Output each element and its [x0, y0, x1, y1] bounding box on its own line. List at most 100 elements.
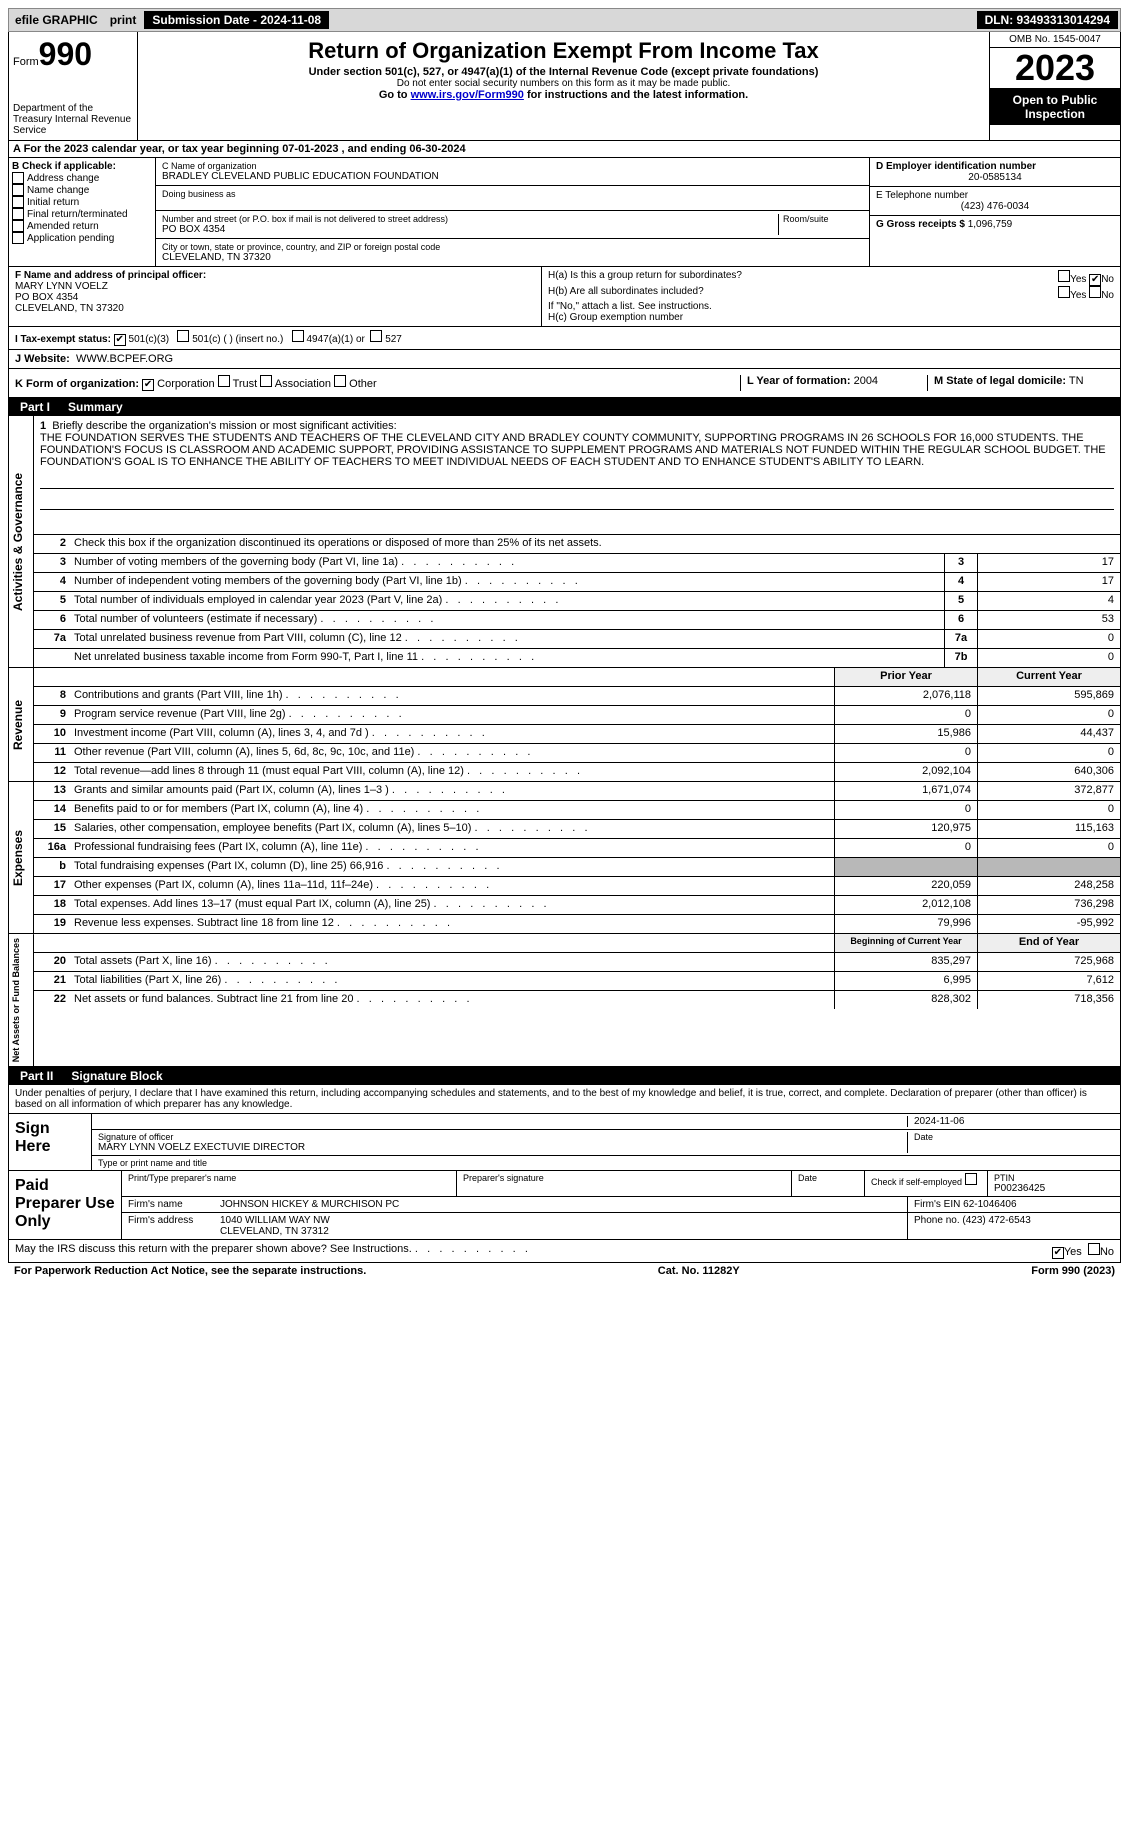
preparer-content: Print/Type preparer's name Preparer's si…	[122, 1171, 1120, 1239]
line-num: 10	[34, 725, 70, 743]
footer-left: For Paperwork Reduction Act Notice, see …	[14, 1265, 366, 1277]
line-num: 7a	[34, 630, 70, 648]
prior-value: 79,996	[834, 915, 977, 933]
current-value	[977, 858, 1120, 876]
section-degh: D Employer identification number 20-0585…	[870, 158, 1120, 266]
summary-row: 3 Number of voting members of the govern…	[34, 554, 1120, 573]
check-final-return[interactable]: Final return/terminated	[12, 208, 152, 220]
checkbox-icon	[965, 1173, 977, 1185]
yes-label: Yes	[1070, 290, 1086, 301]
part2-title: Signature Block	[71, 1069, 162, 1083]
check-application-pending[interactable]: Application pending	[12, 232, 152, 244]
line-label: Program service revenue (Part VIII, line…	[70, 706, 834, 724]
header-sub1: Under section 501(c), 527, or 4947(a)(1)…	[142, 66, 985, 78]
summary-row: 13 Grants and similar amounts paid (Part…	[34, 782, 1120, 801]
preparer-row: Paid Preparer Use Only Print/Type prepar…	[9, 1170, 1120, 1239]
checkbox-icon	[1058, 286, 1070, 298]
current-value: 0	[977, 801, 1120, 819]
activities-governance-section: Activities & Governance 1 Briefly descri…	[8, 416, 1121, 668]
firm-name-row: Firm's name JOHNSON HICKEY & MURCHISON P…	[122, 1197, 1120, 1213]
line-num: 13	[34, 782, 70, 800]
checkbox-icon	[12, 184, 24, 196]
summary-row: 22 Net assets or fund balances. Subtract…	[34, 991, 1120, 1009]
checkbox-icon	[12, 172, 24, 184]
section-b: B Check if applicable: Address change Na…	[9, 158, 156, 266]
opt-527: 527	[385, 334, 402, 345]
line-num: 14	[34, 801, 70, 819]
line-num: 4	[34, 573, 70, 591]
prior-value: 1,671,074	[834, 782, 977, 800]
checkbox-icon	[1088, 1243, 1100, 1255]
irs-link[interactable]: www.irs.gov/Form990	[411, 89, 524, 101]
ha-answer: Yes No	[1058, 270, 1114, 286]
check-initial-return[interactable]: Initial return	[12, 196, 152, 208]
phone-value: (423) 476-0034	[876, 201, 1114, 212]
ptin-value: P00236425	[994, 1183, 1114, 1194]
domicile-value: TN	[1069, 375, 1084, 387]
website-value: WWW.BCPEF.ORG	[76, 353, 173, 365]
opt-501c: 501(c) ( ) (insert no.)	[192, 334, 283, 345]
section-h: H(a) Is this a group return for subordin…	[542, 267, 1120, 326]
check-address-change[interactable]: Address change	[12, 172, 152, 184]
print-label[interactable]: print	[106, 13, 141, 27]
current-value: 0	[977, 744, 1120, 762]
firm-city: CLEVELAND, TN 37312	[220, 1226, 329, 1237]
na-content: Beginning of Current Year End of Year 20…	[34, 934, 1120, 1066]
summary-row: 20 Total assets (Part X, line 16) 835,29…	[34, 953, 1120, 972]
line-num: 21	[34, 972, 70, 990]
part2-label: Part II	[14, 1069, 59, 1083]
blank-line	[40, 516, 1114, 530]
form-header: Form990 Department of the Treasury Inter…	[8, 32, 1121, 141]
checkbox-icon	[260, 375, 272, 387]
line-label: Total expenses. Add lines 13–17 (must eq…	[70, 896, 834, 914]
line-label: Number of independent voting members of …	[70, 573, 944, 591]
sign-here-content: 2024-11-06 Signature of officer MARY LYN…	[92, 1114, 1120, 1170]
check-label: Application pending	[27, 233, 114, 244]
header-left: Form990 Department of the Treasury Inter…	[9, 32, 138, 140]
begin-year-header: Beginning of Current Year	[834, 934, 977, 952]
sig-date: 2024-11-06	[907, 1116, 1114, 1127]
line-label: Other expenses (Part IX, column (A), lin…	[70, 877, 834, 895]
line-label: Contributions and grants (Part VIII, lin…	[70, 687, 834, 705]
dln-label: DLN: 93493313014294	[977, 11, 1118, 29]
blank	[34, 668, 70, 686]
hb-label: H(b) Are all subordinates included?	[548, 286, 704, 301]
paid-preparer-label: Paid Preparer Use Only	[9, 1171, 122, 1239]
firm-name-label: Firm's name	[122, 1197, 214, 1212]
mission-text: THE FOUNDATION SERVES THE STUDENTS AND T…	[40, 432, 1106, 468]
prior-year-header: Prior Year	[834, 668, 977, 686]
part1-header: Part I Summary	[8, 398, 1121, 416]
header-center: Return of Organization Exempt From Incom…	[138, 32, 989, 140]
sign-here-label: Sign Here	[9, 1114, 92, 1170]
prior-value: 220,059	[834, 877, 977, 895]
summary-row: b Total fundraising expenses (Part IX, c…	[34, 858, 1120, 877]
line-num: 8	[34, 687, 70, 705]
sig-intro: Under penalties of perjury, I declare th…	[9, 1085, 1120, 1113]
firm-phone-label: Phone no.	[914, 1215, 960, 1226]
line-num: 11	[34, 744, 70, 762]
checkbox-icon	[292, 330, 304, 342]
line-num: 17	[34, 877, 70, 895]
officer-addr2: CLEVELAND, TN 37320	[15, 303, 124, 314]
line-label: Net assets or fund balances. Subtract li…	[70, 991, 834, 1009]
check-amended[interactable]: Amended return	[12, 220, 152, 232]
form-990: 990	[39, 36, 92, 72]
open-inspection: Open to Public Inspection	[990, 89, 1120, 125]
checkbox-checked-icon	[1052, 1247, 1064, 1259]
blank	[34, 934, 70, 952]
tax-status-label: I Tax-exempt status:	[15, 334, 111, 345]
current-year-header: Current Year	[977, 668, 1120, 686]
prior-value: 2,076,118	[834, 687, 977, 705]
section-f: F Name and address of principal officer:…	[9, 267, 542, 326]
summary-row: 18 Total expenses. Add lines 13–17 (must…	[34, 896, 1120, 915]
city-box: City or town, state or province, country…	[156, 239, 869, 266]
form-title: Return of Organization Exempt From Incom…	[142, 38, 985, 64]
check-label: Address change	[27, 173, 99, 184]
vlabel-rev: Revenue	[9, 668, 34, 781]
line-num: 16a	[34, 839, 70, 857]
discuss-answer: Yes No	[1052, 1243, 1114, 1259]
part2-header: Part II Signature Block	[8, 1067, 1121, 1085]
check-name-change[interactable]: Name change	[12, 184, 152, 196]
check-label: Final return/terminated	[27, 209, 128, 220]
name-label: C Name of organization	[162, 161, 863, 171]
